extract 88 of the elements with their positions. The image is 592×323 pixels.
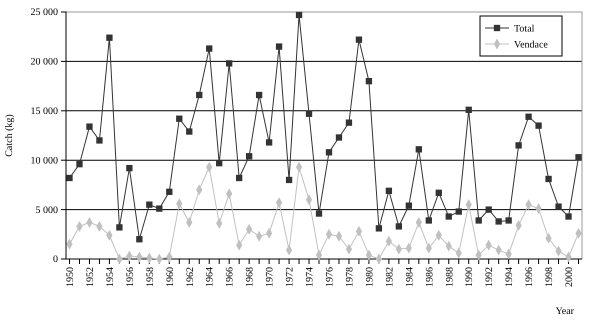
- x-tick-label: 1968: [244, 267, 256, 287]
- point: [146, 202, 152, 208]
- point: [366, 78, 372, 84]
- x-tick-label: 1974: [304, 267, 316, 287]
- point: [555, 203, 562, 210]
- point: [176, 116, 182, 122]
- point: [296, 12, 302, 18]
- point: [66, 174, 73, 182]
- legend-label: Total: [514, 24, 535, 34]
- point: [575, 154, 582, 160]
- point: [446, 213, 452, 220]
- point: [396, 223, 402, 230]
- point: [515, 142, 522, 149]
- x-tick-label: 1958: [144, 267, 156, 287]
- y-tick-label: 15 000: [30, 106, 58, 117]
- point: [496, 218, 502, 225]
- x-tick-label: 1982: [384, 267, 396, 287]
- y-tick-label: 20 000: [30, 56, 58, 68]
- y-tick-label: 10 000: [30, 155, 58, 166]
- point: [226, 60, 232, 67]
- x-tick-label: 1996: [524, 267, 536, 287]
- point: [186, 128, 192, 135]
- x-tick-label: 1966: [224, 267, 236, 287]
- x-tick-label: 1990: [464, 267, 476, 287]
- x-tick-label: 1962: [184, 267, 196, 287]
- x-tick-label: 1952: [84, 267, 96, 287]
- point: [286, 176, 292, 184]
- x-tick-label: 1970: [264, 267, 276, 287]
- point: [356, 36, 362, 43]
- point: [106, 34, 113, 41]
- point: [126, 164, 133, 172]
- x-tick-label: 1986: [424, 267, 436, 287]
- point: [476, 217, 482, 224]
- point: [486, 206, 492, 213]
- x-tick-label: 1980: [364, 267, 376, 287]
- x-tick-label: 1978: [344, 267, 356, 287]
- x-tick-label: 1964: [204, 267, 216, 287]
- point: [316, 210, 322, 217]
- point: [86, 123, 93, 130]
- point: [96, 137, 103, 144]
- x-tick-label: 1954: [104, 267, 116, 287]
- point: [256, 92, 262, 98]
- y-tick-label: 5 000: [36, 204, 58, 216]
- point: [196, 92, 202, 98]
- point: [416, 146, 422, 152]
- point: [116, 224, 123, 231]
- point: [466, 106, 472, 113]
- point: [326, 149, 332, 156]
- point: [436, 190, 442, 196]
- x-tick-label: 1992: [484, 267, 496, 287]
- point: [306, 110, 312, 117]
- point: [406, 202, 412, 209]
- x-tick-label: 1984: [404, 267, 416, 287]
- point: [236, 174, 242, 182]
- x-tick-label: 1988: [444, 267, 456, 287]
- point: [565, 213, 572, 220]
- point: [456, 208, 462, 215]
- legend-label: Vendace: [514, 40, 548, 50]
- x-tick-label: 1976: [324, 267, 336, 287]
- point: [246, 153, 252, 160]
- y-tick-label: 0: [53, 254, 58, 266]
- point: [545, 176, 552, 182]
- point: [346, 119, 352, 126]
- point: [336, 134, 342, 141]
- point: [156, 205, 162, 212]
- point: [276, 43, 282, 50]
- point: [386, 188, 392, 194]
- point: [266, 139, 272, 146]
- x-tick-label: 1994: [504, 267, 516, 287]
- point: [525, 114, 532, 120]
- x-tick-label: 1956: [124, 267, 136, 287]
- x-tick-label: 1960: [164, 267, 176, 287]
- point: [216, 160, 222, 166]
- y-tick-label: 25 000: [30, 7, 58, 18]
- point: [76, 160, 83, 168]
- point: [426, 217, 432, 224]
- x-tick-label: 2000: [564, 267, 576, 287]
- point: [136, 236, 143, 242]
- x-tick-label: 1950: [64, 267, 76, 287]
- y-axis-title: Catch (kg): [4, 114, 15, 157]
- point: [535, 122, 542, 129]
- point: [206, 45, 212, 52]
- x-axis-title: Year: [556, 306, 575, 317]
- point: [376, 225, 382, 232]
- point: [505, 217, 512, 224]
- x-tick-label: 1972: [284, 267, 296, 287]
- point: [166, 188, 172, 195]
- x-tick-label: 1998: [544, 267, 556, 287]
